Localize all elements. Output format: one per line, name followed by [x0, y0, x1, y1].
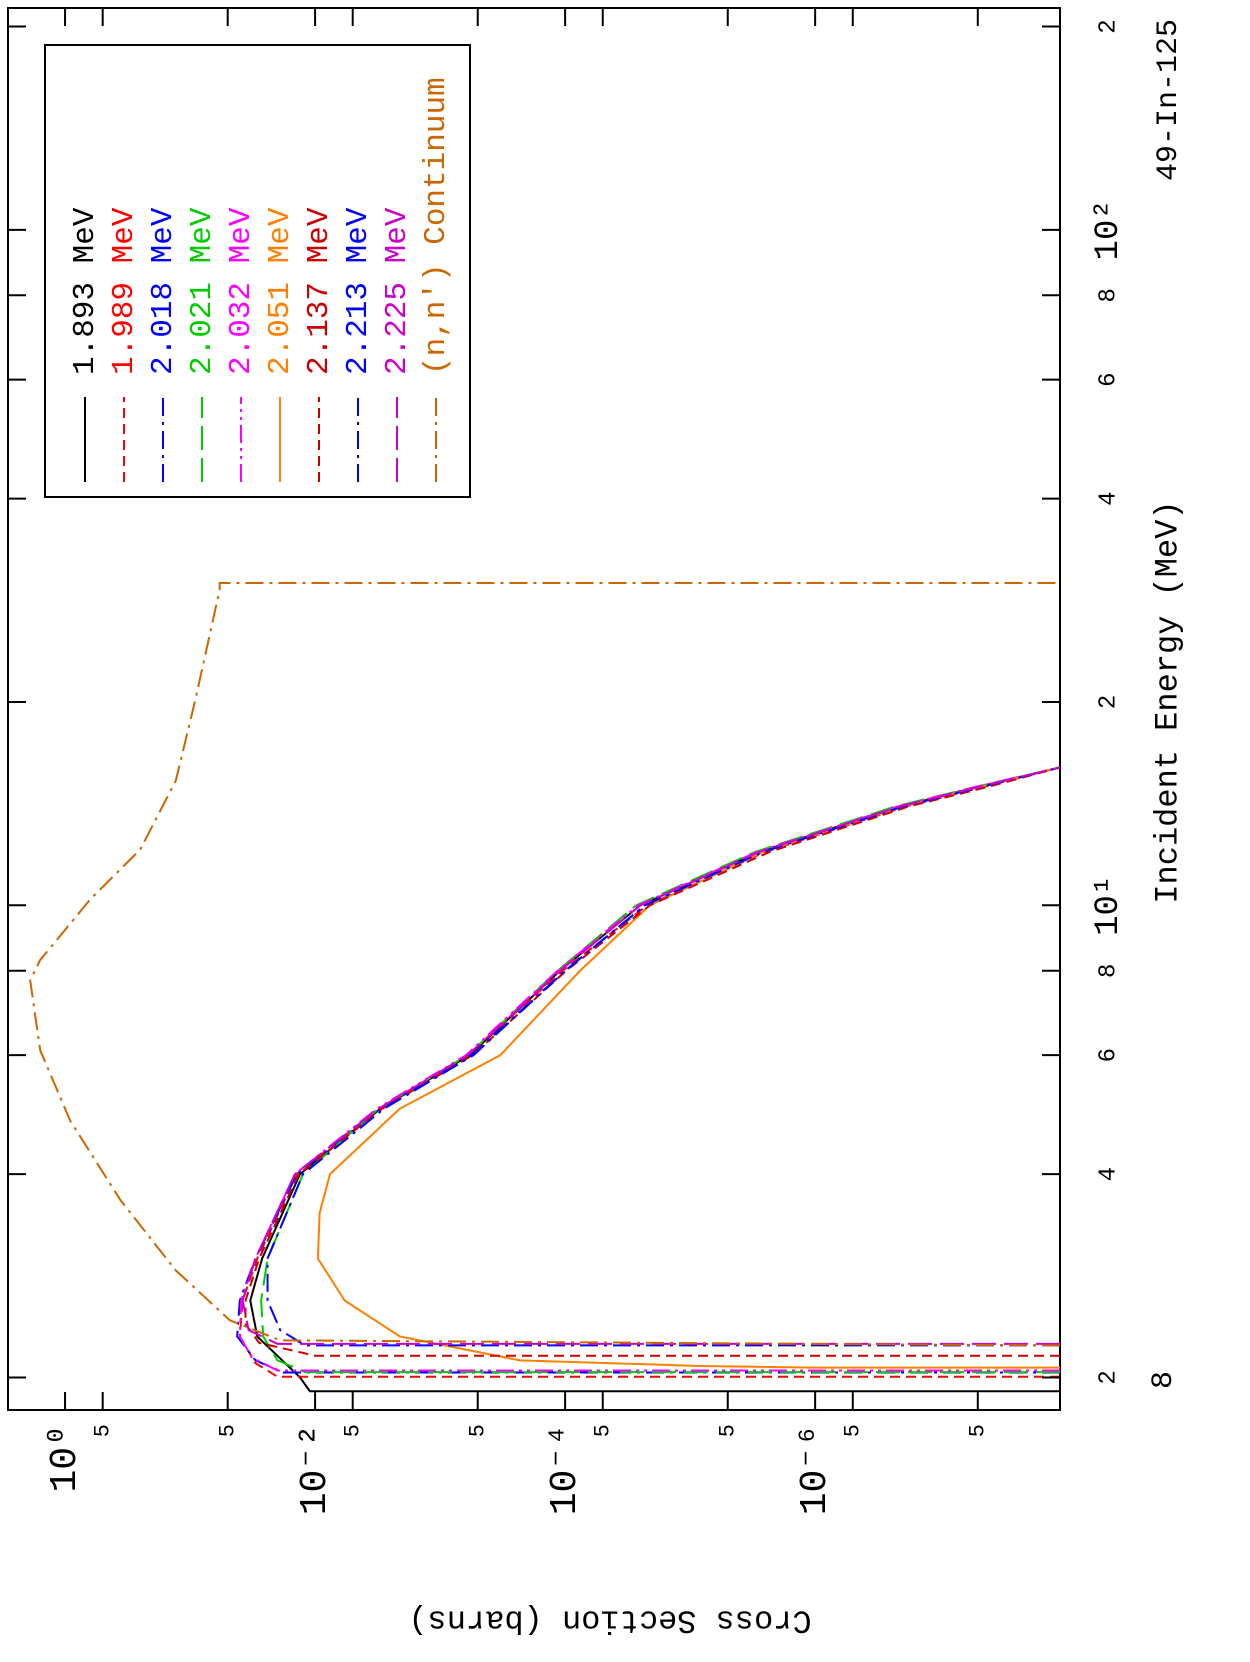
x-tick-label: 2 [1095, 1370, 1122, 1384]
y-tick-label: 5 [216, 1424, 241, 1437]
x-tick-label: 6 [1095, 1048, 1122, 1062]
x-tick-label: 4 [1095, 1167, 1122, 1181]
x-tick-label: 2 [1095, 695, 1122, 709]
y-tick-label: 10⁻⁴ [544, 1424, 587, 1515]
legend-label: 2.051 MeV [263, 207, 298, 375]
y-tick-label: 10⁻⁶ [794, 1424, 837, 1515]
legend-label: 2.213 MeV [341, 207, 376, 375]
y-tick-label: 5 [466, 1424, 491, 1437]
series-line [260, 766, 1060, 1374]
y-tick-label: 5 [716, 1424, 741, 1437]
y-tick-label: 5 [841, 1424, 866, 1437]
x-tick-label: 2 [1095, 19, 1122, 33]
annotation: 49-In-125 [1152, 19, 1186, 181]
x-tick-label: 10¹ [1090, 875, 1128, 936]
legend-box [44, 44, 471, 498]
x-tick-label: 10² [1090, 199, 1128, 260]
legend-label: (n,n') Continuum [419, 77, 454, 375]
series-line [236, 766, 1060, 1374]
series-line [244, 766, 1060, 1357]
y-tick-label: 5 [341, 1424, 366, 1437]
x-tick-label: 6 [1095, 372, 1122, 386]
series-line [266, 766, 1060, 1347]
legend-label: 2.137 MeV [302, 207, 337, 375]
legend-label: 1.893 MeV [68, 207, 103, 375]
annotation: 8 [1147, 1371, 1181, 1389]
legend-label: 2.018 MeV [146, 207, 181, 375]
series-line [238, 766, 1060, 1372]
y-tick-label: 10⁰ [44, 1424, 87, 1493]
series-line [238, 766, 1060, 1378]
y-axis-label: Cross Section (barns) [408, 1602, 811, 1639]
x-axis-label: Incident Energy (MeV) [1149, 500, 1186, 903]
legend-label: 2.021 MeV [185, 207, 220, 375]
x-tick-label: 8 [1095, 288, 1122, 302]
legend-label: 2.225 MeV [380, 207, 415, 375]
legend-label: 1.989 MeV [107, 207, 142, 375]
curves [29, 582, 1060, 1393]
series-line [29, 582, 1060, 1347]
y-tick-label: 5 [966, 1424, 991, 1437]
y-tick-label: 5 [90, 1424, 115, 1437]
legend-label: 2.032 MeV [224, 207, 259, 375]
plot-frame [7, 7, 1061, 1411]
series-line [249, 766, 1060, 1393]
series-line [241, 766, 1060, 1345]
y-tick-label: 5 [591, 1424, 616, 1437]
x-tick-label: 4 [1095, 491, 1122, 505]
series-line [316, 766, 1060, 1369]
x-tick-label: 8 [1095, 964, 1122, 978]
y-tick-label: 10⁻² [294, 1424, 337, 1515]
